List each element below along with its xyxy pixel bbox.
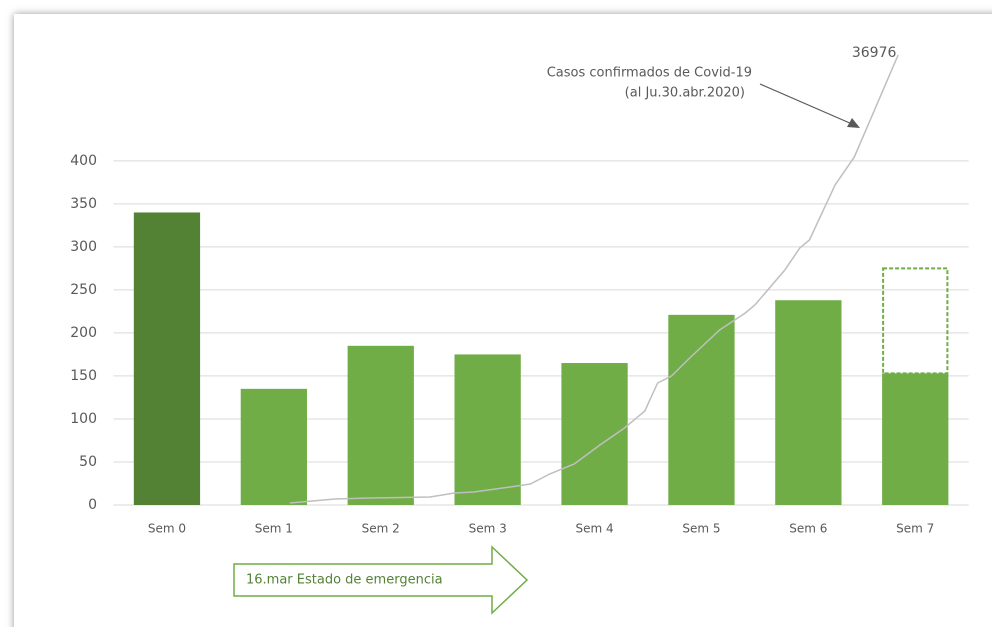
y-tick-label: 250: [70, 282, 97, 298]
y-tick-label: 0: [88, 497, 97, 513]
x-tick-label: Sem 3: [469, 522, 507, 536]
timeline-arrow: [233, 545, 529, 615]
x-tick-label: Sem 6: [789, 522, 827, 536]
annotation: Casos confirmados de Covid-19: [547, 66, 752, 81]
bar: [240, 388, 307, 505]
bar: [561, 363, 628, 505]
y-tick-label: 50: [79, 454, 97, 470]
line-end-label: 36976: [852, 45, 897, 61]
y-tick-label: 200: [70, 325, 97, 341]
bar: [882, 373, 949, 505]
bar: [347, 345, 414, 505]
x-tick-label: Sem 2: [362, 522, 400, 536]
projected-bar-outline: [882, 267, 949, 375]
x-tick-label: Sem 0: [148, 522, 186, 536]
arrow-label: 16.mar Estado de emergencia: [246, 573, 443, 588]
y-tick-label: 400: [70, 153, 97, 169]
plot-area: 0 50 100 150 200 250 300 350 400 Sem 0 Sem 1 Sem 2 S…: [70, 45, 969, 536]
annotation-arrow: [759, 83, 853, 125]
cases-line: [289, 54, 899, 504]
x-tick-label: Sem 1: [255, 522, 293, 536]
y-tick-label: 300: [70, 239, 97, 255]
annotation-arrowhead: [847, 118, 860, 128]
bar: [454, 354, 521, 505]
x-tick-label: Sem 7: [896, 522, 934, 536]
annotation: (al Ju.30.abr.2020): [625, 86, 745, 101]
y-tick-label: 150: [70, 368, 97, 384]
y-tick-label: 350: [70, 196, 97, 212]
bar: [668, 314, 735, 505]
bar: [133, 212, 201, 506]
x-tick-label: Sem 4: [575, 522, 613, 536]
x-tick-label: Sem 5: [682, 522, 720, 536]
y-tick-label: 100: [70, 411, 97, 427]
bar: [775, 300, 842, 505]
